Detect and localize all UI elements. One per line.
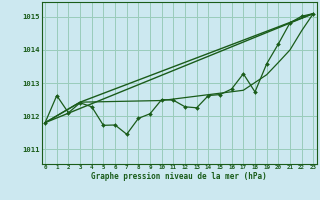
X-axis label: Graphe pression niveau de la mer (hPa): Graphe pression niveau de la mer (hPa) bbox=[91, 172, 267, 181]
